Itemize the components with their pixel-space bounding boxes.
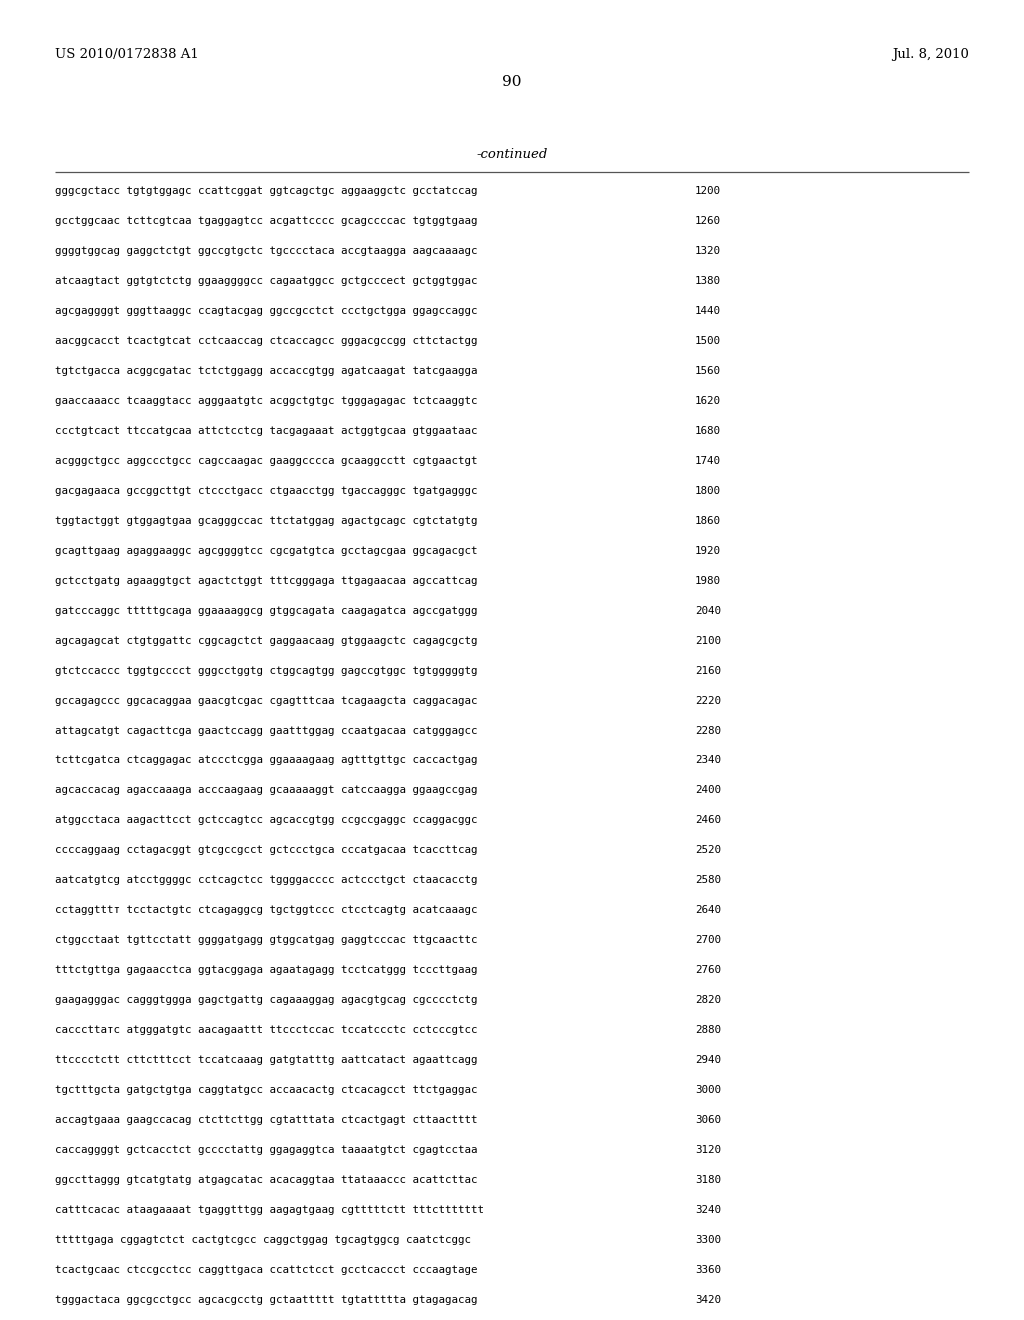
Text: 1440: 1440: [695, 306, 721, 315]
Text: 2940: 2940: [695, 1055, 721, 1065]
Text: 2280: 2280: [695, 726, 721, 735]
Text: aatcatgtcg atcctggggc cctcagctcc tggggacccc actccctgct ctaacacctg: aatcatgtcg atcctggggc cctcagctcc tggggac…: [55, 875, 477, 886]
Text: acgggctgcc aggccctgcc cagccaagac gaaggcccca gcaaggcctt cgtgaactgt: acgggctgcc aggccctgcc cagccaagac gaaggcc…: [55, 455, 477, 466]
Text: 1620: 1620: [695, 396, 721, 405]
Text: Jul. 8, 2010: Jul. 8, 2010: [892, 48, 969, 61]
Text: 1800: 1800: [695, 486, 721, 496]
Text: tggtactggt gtggagtgaa gcagggccac ttctatggag agactgcagc cgtctatgtg: tggtactggt gtggagtgaa gcagggccac ttctatg…: [55, 516, 477, 525]
Text: ccccaggaag cctagacggt gtcgccgcct gctccctgca cccatgacaa tcaccttcag: ccccaggaag cctagacggt gtcgccgcct gctccct…: [55, 845, 477, 855]
Text: ggccttaggg gtcatgtatg atgagcatac acacaggtaa ttataaaccc acattcttac: ggccttaggg gtcatgtatg atgagcatac acacagg…: [55, 1175, 477, 1185]
Text: ggggtggcag gaggctctgt ggccgtgctc tgcccctaca accgtaagga aagcaaaagc: ggggtggcag gaggctctgt ggccgtgctc tgcccct…: [55, 246, 477, 256]
Text: 3060: 3060: [695, 1115, 721, 1125]
Text: gccagagccc ggcacaggaa gaacgtcgac cgagtttcaa tcagaagcta caggacagac: gccagagccc ggcacaggaa gaacgtcgac cgagttt…: [55, 696, 477, 706]
Text: 2580: 2580: [695, 875, 721, 886]
Text: gaagagggac cagggtggga gagctgattg cagaaaggag agacgtgcag cgcccctctg: gaagagggac cagggtggga gagctgattg cagaaag…: [55, 995, 477, 1006]
Text: 3000: 3000: [695, 1085, 721, 1096]
Text: caccaggggt gctcacctct gcccctattg ggagaggtca taaaatgtct cgagtcctaa: caccaggggt gctcacctct gcccctattg ggagagg…: [55, 1146, 477, 1155]
Text: 2880: 2880: [695, 1026, 721, 1035]
Text: 2640: 2640: [695, 906, 721, 915]
Text: gacgagaaca gccggcttgt ctccctgacc ctgaacctgg tgaccagggc tgatgagggc: gacgagaaca gccggcttgt ctccctgacc ctgaacc…: [55, 486, 477, 496]
Text: 1320: 1320: [695, 246, 721, 256]
Text: 3300: 3300: [695, 1236, 721, 1245]
Text: gcagttgaag agaggaaggc agcggggtcc cgcgatgtca gcctagcgaa ggcagacgct: gcagttgaag agaggaaggc agcggggtcc cgcgatg…: [55, 545, 477, 556]
Text: 1920: 1920: [695, 545, 721, 556]
Text: 2100: 2100: [695, 636, 721, 645]
Text: ccctgtcact ttccatgcaa attctcctcg tacgagaaat actggtgcaa gtggaataac: ccctgtcact ttccatgcaa attctcctcg tacgaga…: [55, 426, 477, 436]
Text: 1980: 1980: [695, 576, 721, 586]
Text: 2700: 2700: [695, 936, 721, 945]
Text: 2400: 2400: [695, 785, 721, 796]
Text: 1500: 1500: [695, 335, 721, 346]
Text: agcgaggggt gggttaaggc ccagtacgag ggccgcctct ccctgctgga ggagccaggc: agcgaggggt gggttaaggc ccagtacgag ggccgcc…: [55, 306, 477, 315]
Text: atcaagtact ggtgtctctg ggaaggggcc cagaatggcc gctgcccect gctggtggac: atcaagtact ggtgtctctg ggaaggggcc cagaatg…: [55, 276, 477, 286]
Text: 3420: 3420: [695, 1295, 721, 1305]
Text: tcttcgatca ctcaggagac atccctcgga ggaaaagaag agtttgttgc caccactgag: tcttcgatca ctcaggagac atccctcgga ggaaaag…: [55, 755, 477, 766]
Text: agcaccacag agaccaaaga acccaagaag gcaaaaaggt catccaagga ggaagccgag: agcaccacag agaccaaaga acccaagaag gcaaaaa…: [55, 785, 477, 796]
Text: 2340: 2340: [695, 755, 721, 766]
Text: 2520: 2520: [695, 845, 721, 855]
Text: 3360: 3360: [695, 1265, 721, 1275]
Text: 2820: 2820: [695, 995, 721, 1006]
Text: 2460: 2460: [695, 816, 721, 825]
Text: 2220: 2220: [695, 696, 721, 706]
Text: 90: 90: [502, 75, 522, 88]
Text: tttttgaga cggagtctct cactgtcgcc caggctggag tgcagtggcg caatctcggc: tttttgaga cggagtctct cactgtcgcc caggctgg…: [55, 1236, 471, 1245]
Text: gggcgctacc tgtgtggagc ccattcggat ggtcagctgc aggaaggctc gcctatccag: gggcgctacc tgtgtggagc ccattcggat ggtcagc…: [55, 186, 477, 195]
Text: gctcctgatg agaaggtgct agactctggt tttcgggaga ttgagaacaa agccattcag: gctcctgatg agaaggtgct agactctggt tttcggg…: [55, 576, 477, 586]
Text: 1560: 1560: [695, 366, 721, 376]
Text: gatcccaggc tttttgcaga ggaaaaggcg gtggcagata caagagatca agccgatggg: gatcccaggc tttttgcaga ggaaaaggcg gtggcag…: [55, 606, 477, 615]
Text: 3240: 3240: [695, 1205, 721, 1216]
Text: gaaccaaacc tcaaggtacc agggaatgtc acggctgtgc tgggagagac tctcaaggtc: gaaccaaacc tcaaggtacc agggaatgtc acggctg…: [55, 396, 477, 405]
Text: -continued: -continued: [476, 148, 548, 161]
Text: cctaggtttт tcctactgtc ctcagaggcg tgctggtccc ctcctcagtg acatcaaagc: cctaggtttт tcctactgtc ctcagaggcg tgctggt…: [55, 906, 477, 915]
Text: attagcatgt cagacttcga gaactccagg gaatttggag ccaatgacaa catgggagcc: attagcatgt cagacttcga gaactccagg gaatttg…: [55, 726, 477, 735]
Text: 1380: 1380: [695, 276, 721, 286]
Text: agcagagcat ctgtggattc cggcagctct gaggaacaag gtggaagctc cagagcgctg: agcagagcat ctgtggattc cggcagctct gaggaac…: [55, 636, 477, 645]
Text: gtctccaccc tggtgcccct gggcctggtg ctggcagtgg gagccgtggc tgtgggggtg: gtctccaccc tggtgcccct gggcctggtg ctggcag…: [55, 665, 477, 676]
Text: 3180: 3180: [695, 1175, 721, 1185]
Text: aacggcacct tcactgtcat cctcaaccag ctcaccagcc gggacgccgg cttctactgg: aacggcacct tcactgtcat cctcaaccag ctcacca…: [55, 335, 477, 346]
Text: ttcccctctt cttctttcct tccatcaaag gatgtatttg aattcatact agaattcagg: ttcccctctt cttctttcct tccatcaaag gatgtat…: [55, 1055, 477, 1065]
Text: accagtgaaa gaagccacag ctcttcttgg cgtatttata ctcactgagt cttaactttt: accagtgaaa gaagccacag ctcttcttgg cgtattt…: [55, 1115, 477, 1125]
Text: 1740: 1740: [695, 455, 721, 466]
Text: tcactgcaac ctccgcctcc caggttgaca ccattctcct gcctcaccct cccaagtage: tcactgcaac ctccgcctcc caggttgaca ccattct…: [55, 1265, 477, 1275]
Text: cacccttатc atgggatgtc aacagaattt ttccctccac tccatccctc cctcccgtcc: cacccttатc atgggatgtc aacagaattt ttccctc…: [55, 1026, 477, 1035]
Text: 1680: 1680: [695, 426, 721, 436]
Text: tttctgttga gagaacctca ggtacggaga agaatagagg tcctcatggg tcccttgaag: tttctgttga gagaacctca ggtacggaga agaatag…: [55, 965, 477, 975]
Text: 3120: 3120: [695, 1146, 721, 1155]
Text: tgctttgcta gatgctgtga caggtatgcc accaacactg ctcacagcct ttctgaggac: tgctttgcta gatgctgtga caggtatgcc accaaca…: [55, 1085, 477, 1096]
Text: ctggcctaat tgttcctatt ggggatgagg gtggcatgag gaggtcccac ttgcaacttc: ctggcctaat tgttcctatt ggggatgagg gtggcat…: [55, 936, 477, 945]
Text: tgtctgacca acggcgatac tctctggagg accaccgtgg agatcaagat tatcgaagga: tgtctgacca acggcgatac tctctggagg accaccg…: [55, 366, 477, 376]
Text: 1860: 1860: [695, 516, 721, 525]
Text: atggcctaca aagacttcct gctccagtcc agcaccgtgg ccgccgaggc ccaggacggc: atggcctaca aagacttcct gctccagtcc agcaccg…: [55, 816, 477, 825]
Text: 2040: 2040: [695, 606, 721, 615]
Text: tgggactaca ggcgcctgcc agcacgcctg gctaattttt tgtattttta gtagagacag: tgggactaca ggcgcctgcc agcacgcctg gctaatt…: [55, 1295, 477, 1305]
Text: 1200: 1200: [695, 186, 721, 195]
Text: catttcacac ataagaaaat tgaggtttgg aagagtgaag cgtttttctt tttcttttttt: catttcacac ataagaaaat tgaggtttgg aagagtg…: [55, 1205, 484, 1216]
Text: 1260: 1260: [695, 216, 721, 226]
Text: US 2010/0172838 A1: US 2010/0172838 A1: [55, 48, 199, 61]
Text: 2160: 2160: [695, 665, 721, 676]
Text: 2760: 2760: [695, 965, 721, 975]
Text: gcctggcaac tcttcgtcaa tgaggagtcc acgattcccc gcagccccac tgtggtgaag: gcctggcaac tcttcgtcaa tgaggagtcc acgattc…: [55, 216, 477, 226]
